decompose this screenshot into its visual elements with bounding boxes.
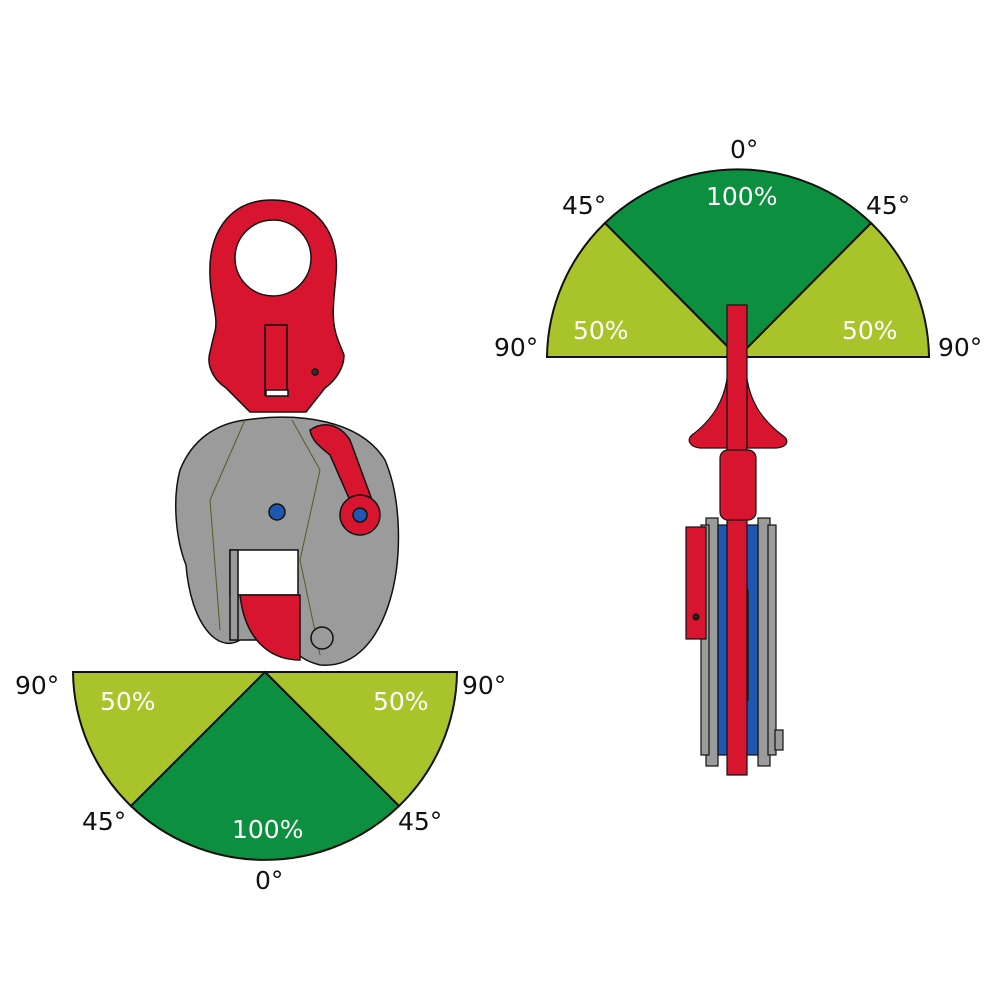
- left-angle-45-right: 45°: [398, 807, 442, 836]
- right-angle-90-left: 90°: [494, 333, 538, 362]
- center-sector-100: [603, 168, 873, 359]
- pin-blue-right: [352, 507, 368, 523]
- left-capacity-100: 100%: [232, 815, 303, 844]
- cam-segment: [239, 594, 301, 661]
- left-sector-50: [545, 221, 741, 358]
- left-capacity-semicircle: [71, 670, 459, 861]
- lifting-eye-hole: [234, 219, 312, 297]
- clamp-front-view: [175, 199, 400, 666]
- left-capacity-50-right: 50%: [373, 687, 429, 716]
- right-angle-45-left: 45°: [562, 191, 606, 220]
- center-sector-100: [129, 670, 401, 861]
- right-capacity-50-right: 50%: [842, 316, 898, 345]
- right-sector-50: [735, 221, 931, 358]
- right-capacity-100: 100%: [706, 182, 777, 211]
- left-angle-45-left: 45°: [82, 807, 126, 836]
- left-angle-90-left: 90°: [15, 671, 59, 700]
- pivot-pin: [310, 626, 334, 650]
- left-angle-90-right: 90°: [462, 671, 506, 700]
- jaw-opening: [229, 549, 299, 596]
- right-angle-90-right: 90°: [938, 333, 982, 362]
- center-rod: [726, 304, 748, 776]
- right-capacity-50-left: 50%: [573, 316, 629, 345]
- pin-blue-left: [268, 503, 286, 521]
- right-angle-0: 0°: [730, 135, 758, 164]
- left-sector-50: [71, 671, 268, 808]
- left-capacity-50-left: 50%: [100, 687, 156, 716]
- right-sector-50: [262, 671, 459, 808]
- clamp-side-view: [685, 304, 788, 776]
- right-capacity-semicircle: [545, 168, 931, 359]
- right-angle-45-right: 45°: [866, 191, 910, 220]
- eye-slot: [264, 324, 288, 396]
- side-lever: [685, 526, 707, 640]
- left-angle-0: 0°: [255, 866, 283, 895]
